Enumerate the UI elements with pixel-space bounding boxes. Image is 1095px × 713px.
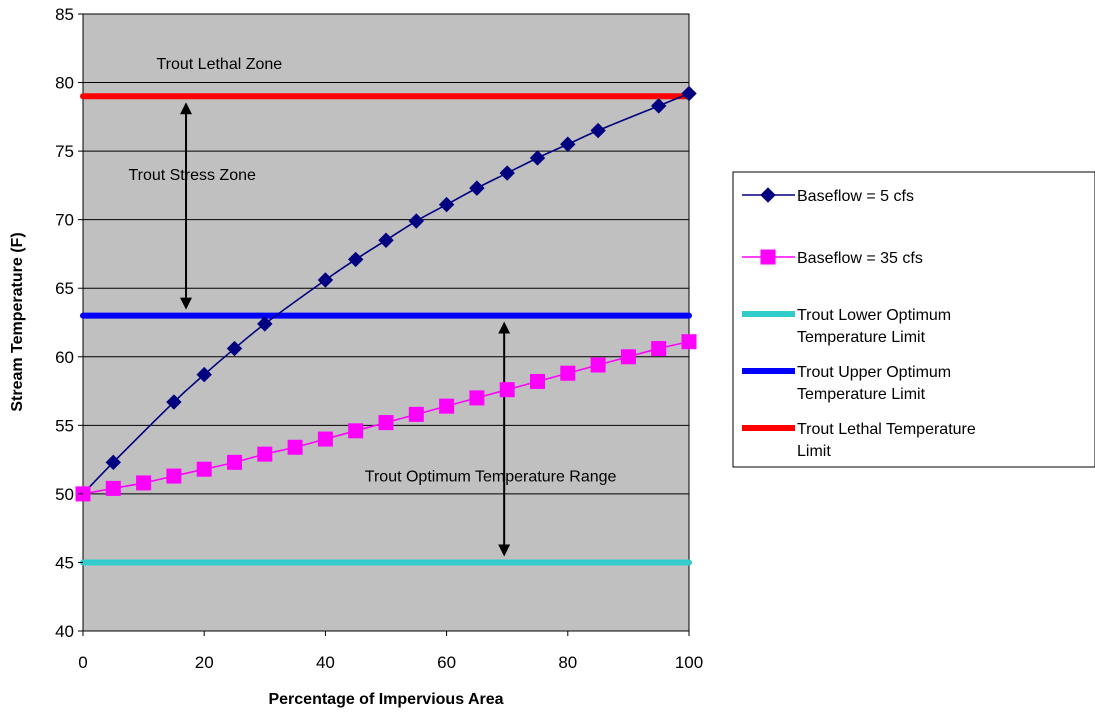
legend-label: Baseflow = 35 cfs [797,250,923,267]
square-marker [651,341,667,357]
legend-box [732,171,1095,468]
y-tick-label: 75 [55,142,74,161]
diamond-marker [317,272,334,288]
square-marker [620,349,636,365]
diamond-marker [681,85,697,102]
square-marker [439,398,455,414]
y-tick-label: 50 [55,485,74,504]
square-marker [136,475,152,491]
diamond-marker [529,150,546,166]
diamond-marker [560,136,576,152]
y-tick-label: 60 [55,348,74,367]
diamond-marker [166,394,182,410]
annotation-label: Trout Lethal Zone [156,56,282,73]
diamond-marker [105,454,122,471]
y-tick-label: 55 [55,416,74,435]
legend-label: Trout Lethal Temperature Limit [797,421,976,460]
annotation-label: Trout Stress Zone [128,167,256,184]
square-marker [257,446,273,462]
square-marker [408,406,424,422]
y-tick-label: 80 [55,74,74,93]
diamond-marker [347,251,364,268]
plot-area [82,13,690,632]
square-marker [681,334,697,350]
x-axis-ticks: 0 20 40 60 80 100 [78,631,703,672]
y-tick-label: 85 [55,5,74,24]
diamond-marker [760,187,776,203]
y-tick-label: 40 [55,622,74,641]
diamond-marker [499,165,515,181]
x-tick-label: 80 [558,653,577,672]
diamond-marker [378,232,394,248]
x-tick-label: 60 [437,653,456,672]
y-tick-label: 65 [55,279,74,298]
diamond-marker [469,180,485,196]
diamond-marker [257,316,273,332]
legend-label: Trout Upper Optimum Temperature Limit [797,364,951,403]
square-marker [105,480,121,496]
y-tick-label: 70 [55,211,74,230]
diamond-marker [226,340,243,357]
square-marker [348,423,364,439]
square-marker [287,439,303,455]
square-marker [227,454,242,470]
legend-label: Baseflow = 5 cfs [797,188,914,205]
diamond-marker [438,196,455,213]
reference-lines [80,93,692,566]
square-marker [469,390,485,406]
y-tick-label: 45 [55,553,74,572]
square-marker [590,357,606,373]
x-tick-label: 0 [78,653,87,672]
square-marker [166,468,182,484]
diamond-marker [650,98,667,114]
data-markers [75,85,697,502]
square-marker [378,415,394,431]
diamond-marker [408,213,425,229]
square-marker [196,461,212,477]
x-tick-label: 20 [195,653,214,672]
x-tick-label: 100 [675,653,703,672]
square-marker [530,373,545,389]
x-axis-title: Percentage of Impervious Area [268,691,503,708]
square-marker [560,365,576,381]
diamond-marker [590,122,606,139]
square-marker [317,431,333,447]
diamond-marker [196,366,212,383]
square-marker [760,249,776,265]
annotations: Trout Lethal Zone Trout Stress Zone Trout … [128,56,616,486]
legend-label: Trout Lower Optimum Temperature Limit [797,307,951,346]
y-axis-ticks: 40 45 50 55 60 65 70 75 80 85 [55,5,83,641]
legend: Baseflow = 5 cfs Baseflow = 35 cfs Trout L… [732,171,1095,468]
square-marker [499,382,515,398]
zone-arrows [180,102,511,557]
y-axis-title: Stream Temperature (F) [9,232,26,411]
x-tick-label: 40 [316,653,335,672]
annotation-label: Trout Optimum Temperature Range [365,469,617,486]
